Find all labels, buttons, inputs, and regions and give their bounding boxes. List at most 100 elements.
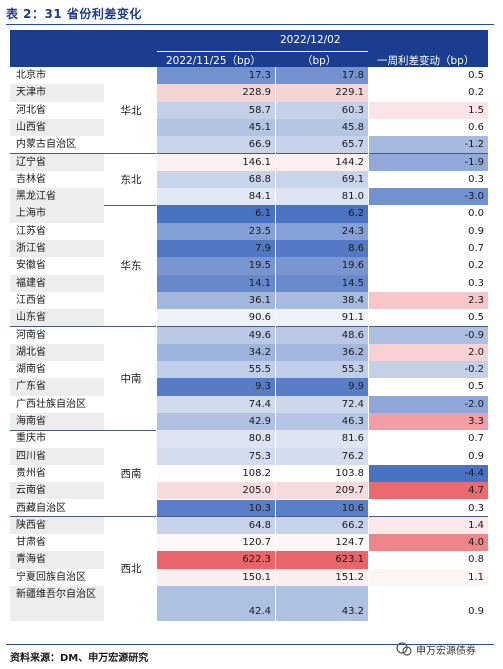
spread-1125-cell: 120.7 xyxy=(157,534,275,552)
spread-1202-cell: 8.6 xyxy=(276,240,368,258)
weekly-change-cell: 0.0 xyxy=(369,205,488,223)
province-name: 安徽省 xyxy=(16,260,46,272)
spread-1202-cell: 10.6 xyxy=(276,499,368,517)
table-row: 广东省 9.3 9.9 0.5 xyxy=(10,378,488,396)
province-name: 江苏省 xyxy=(16,225,46,237)
spread-1125-cell: 49.6 xyxy=(157,326,275,344)
spread-1125-cell: 42.4 xyxy=(157,586,275,621)
table-row: 天津市 228.9 229.1 0.2 xyxy=(10,84,488,102)
spread-1125-cell: 622.3 xyxy=(157,551,275,569)
spread-1125-cell: 108.2 xyxy=(157,464,275,483)
table-row: 上海市 6.1 6.2 0.0 xyxy=(10,205,488,223)
province-name: 湖北省 xyxy=(10,343,104,362)
weekly-change-cell: 2.3 xyxy=(369,291,488,310)
spread-1202-cell: 6.2 xyxy=(276,205,368,223)
table-row: 云南省 205.0 209.7 4.7 xyxy=(10,482,488,500)
spread-1125-cell: 17.3 xyxy=(157,67,275,85)
table-row: 青海省 622.3 623.1 0.8 xyxy=(10,551,488,569)
spread-1125-cell: 66.9 xyxy=(157,136,275,154)
table-row: 辽宁省 146.1 144.2 -1.9 xyxy=(10,153,488,171)
province-name: 四川省 xyxy=(10,447,104,465)
province-name: 广西壮族自治区 xyxy=(16,398,86,410)
table-row: 北京市 17.3 17.8 0.5 xyxy=(10,67,488,85)
spread-1125-cell: 42.9 xyxy=(157,413,275,431)
spread-1125-cell: 64.8 xyxy=(157,516,275,535)
spread-1202-cell: 76.2 xyxy=(276,447,368,465)
spread-1125-cell: 68.8 xyxy=(157,170,275,189)
spread-1202-cell: 72.4 xyxy=(276,395,368,413)
spread-1202-cell: 48.6 xyxy=(276,326,368,344)
region-label: 西北 xyxy=(120,563,142,576)
weekly-change-cell: 0.9 xyxy=(369,447,488,465)
table-row: 湖南省 55.5 55.3 -0.2 xyxy=(10,361,488,379)
table-row: 宁夏回族自治区 150.1 151.2 1.1 xyxy=(10,568,488,586)
spread-1125-cell: 45.1 xyxy=(157,118,275,137)
spread-1125-cell: 146.1 xyxy=(157,153,275,171)
table-row: 陕西省 64.8 66.2 1.4 xyxy=(10,516,488,535)
weekly-change-cell: -3.0 xyxy=(369,188,488,206)
brand-logo: 申万宏源债券 xyxy=(396,641,476,657)
spread-1202-cell: 69.1 xyxy=(276,170,368,189)
weekly-change-cell: -4.4 xyxy=(369,464,488,483)
spread-1125-cell: 36.1 xyxy=(157,291,275,310)
weekly-change-cell: -0.9 xyxy=(369,326,488,344)
province-name: 云南省 xyxy=(10,482,104,500)
table-row: 贵州省 108.2 103.8 -4.4 xyxy=(10,464,488,483)
weekly-change-cell: 0.3 xyxy=(369,274,488,292)
header-col2: （bp） xyxy=(302,55,337,67)
province-name: 内蒙古自治区 xyxy=(16,139,76,151)
table-row: 四川省 75.3 76.2 0.9 xyxy=(10,447,488,465)
province-name: 贵州省 xyxy=(16,467,46,479)
weekly-change-cell: 0.7 xyxy=(369,240,488,258)
province-name: 西藏自治区 xyxy=(16,502,66,514)
spread-1202-cell: 81.0 xyxy=(276,188,368,206)
table-row: 安徽省 19.5 19.6 0.2 xyxy=(10,257,488,275)
province-name: 甘肃省 xyxy=(16,537,46,549)
weekly-change-cell: 0.9 xyxy=(369,222,488,240)
spread-1202-cell: 66.2 xyxy=(276,516,368,535)
province-name: 北京市 xyxy=(16,70,46,81)
weekly-change-cell: -0.2 xyxy=(369,361,488,379)
logo-text: 申万宏源债券 xyxy=(416,645,476,657)
spread-1202-cell: 209.7 xyxy=(276,482,368,500)
province-name: 青海省 xyxy=(10,551,104,569)
weekly-change-cell: -1.2 xyxy=(369,136,488,154)
table-row: 重庆市 80.8 81.6 0.7 xyxy=(10,430,488,448)
table-row: 内蒙古自治区 66.9 65.7 -1.2 xyxy=(10,136,488,154)
weekly-change-cell: 4.0 xyxy=(369,534,488,552)
province-name: 天津市 xyxy=(10,84,104,102)
wechat-icon xyxy=(396,642,412,656)
table-title: 表 2：31 省份利差变化 xyxy=(6,7,142,21)
province-name: 重庆市 xyxy=(16,433,46,445)
province-name: 新疆维吾尔自治区 xyxy=(10,586,104,621)
region-label: 华北 xyxy=(120,104,142,117)
weekly-change-cell: 1.1 xyxy=(369,568,488,586)
weekly-change-cell: -2.0 xyxy=(369,395,488,413)
weekly-change-cell: -1.9 xyxy=(369,153,488,171)
spread-1202-cell: 43.2 xyxy=(276,586,368,621)
province-name: 辽宁省 xyxy=(10,153,104,171)
header-col3: 一周利差变动（bp） xyxy=(377,55,475,67)
province-name: 河北省 xyxy=(16,104,46,116)
spread-1202-cell: 46.3 xyxy=(276,413,368,431)
spread-1202-cell: 36.2 xyxy=(276,343,368,362)
weekly-change-cell: 0.9 xyxy=(369,586,488,621)
spread-1125-cell: 19.5 xyxy=(157,257,275,275)
spread-1202-cell: 14.5 xyxy=(276,274,368,292)
table-row: 黑龙江省 84.1 81.0 -3.0 xyxy=(10,188,488,206)
weekly-change-cell: 0.5 xyxy=(369,67,488,85)
spread-1125-cell: 205.0 xyxy=(157,482,275,500)
weekly-change-cell: 4.7 xyxy=(369,482,488,500)
province-name: 上海市 xyxy=(10,205,104,223)
table-row: 吉林省 68.8 69.1 0.3 xyxy=(10,170,488,189)
spread-1125-cell: 75.3 xyxy=(157,447,275,465)
province-name: 广东省 xyxy=(10,378,104,396)
spread-table: 2022/12/02 2022/11/25（bp） （bp） 一周利差变动（bp… xyxy=(10,30,488,621)
spread-1202-cell: 91.1 xyxy=(276,309,368,327)
region-label: 西南 xyxy=(120,468,142,481)
source-divider xyxy=(6,644,494,645)
region-label: 东北 xyxy=(120,173,142,186)
header-date-top: 2022/12/02 xyxy=(280,34,341,46)
source-note: 资料来源：DM、申万宏源研究 xyxy=(10,653,149,664)
spread-1202-cell: 151.2 xyxy=(276,568,368,586)
